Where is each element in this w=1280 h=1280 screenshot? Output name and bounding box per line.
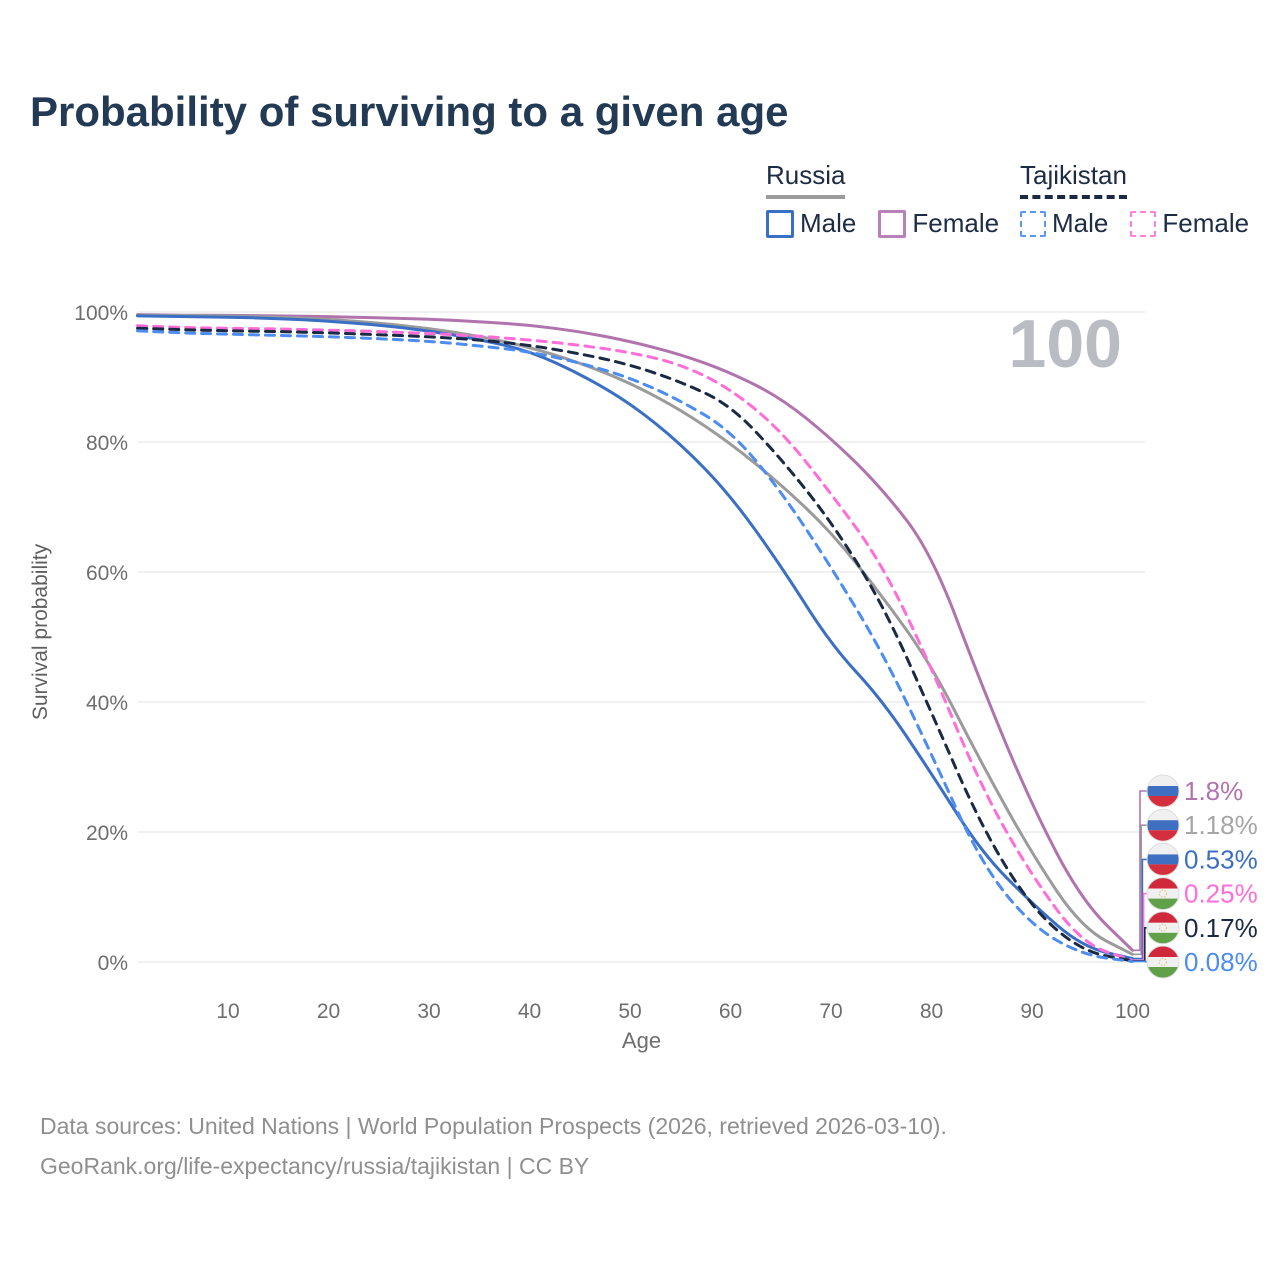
series-line-tajikistan-male[interactable]	[136, 329, 1134, 963]
series-line-russia-male[interactable]	[136, 314, 1134, 961]
gridlines	[138, 311, 1145, 963]
legend-label-tajikistan-female: Female	[1162, 208, 1250, 238]
y-tick-label: 80%	[86, 432, 128, 455]
y-tick-label: 100%	[74, 302, 128, 325]
end-label-connector-tajikistan-male	[1132, 960, 1147, 963]
watermark-age-label: 100	[1009, 306, 1122, 382]
legend-group-tajikistan: Tajikistan Male Female	[1020, 160, 1271, 239]
russia-flag-icon	[1147, 809, 1179, 842]
tajikistan-flag-icon	[1147, 946, 1179, 978]
end-label-tajikistan-total: 0.17%	[1184, 913, 1258, 943]
tajikistan-flag-icon	[1147, 877, 1179, 910]
legend-items-tajikistan: Male Female	[1020, 208, 1271, 239]
x-tick-label: 10	[216, 1000, 239, 1023]
footer-attribution-line: GeoRank.org/life-expectancy/russia/tajik…	[40, 1153, 590, 1179]
y-tick-label: 0%	[98, 952, 128, 975]
y-tick-label: 60%	[86, 562, 128, 585]
x-tick-label: 50	[618, 1000, 641, 1023]
end-label-connector-russia-total	[1132, 824, 1147, 956]
page-title: Probability of surviving to a given age	[30, 88, 789, 135]
legend-item-tajikistan-male[interactable]: Male	[1020, 208, 1108, 239]
series-line-tajikistan-total[interactable]	[136, 326, 1134, 963]
series-line-russia-total[interactable]	[136, 313, 1134, 956]
series-line-tajikistan-female[interactable]	[136, 324, 1134, 962]
series-lines	[136, 313, 1134, 963]
chart-legend: Russia Male Female Tajikistan Male	[0, 0, 1280, 250]
legend-label-tajikistan-male: Male	[1052, 208, 1109, 238]
y-axis-tick-labels: 0% 20% 40% 60% 80% 100%	[74, 302, 128, 975]
x-tick-label: 40	[518, 1000, 541, 1023]
y-tick-label: 20%	[86, 822, 128, 845]
russia-female-line-swatch-icon	[878, 209, 907, 238]
x-tick-label: 60	[719, 1000, 742, 1023]
tajikistan-male-line-swatch-icon	[1020, 210, 1046, 237]
end-label-connector-russia-female	[1132, 790, 1147, 952]
footer: Data sources: United Nations | World Pop…	[40, 1106, 947, 1186]
legend-label-russia-male: Male	[800, 208, 857, 238]
end-label-connector-russia-male	[1132, 858, 1147, 960]
x-tick-label: 90	[1020, 1000, 1043, 1023]
russia-male-line-swatch-icon	[766, 209, 794, 238]
end-label-russia-total: 1.18%	[1184, 810, 1258, 840]
legend-label-russia-female: Female	[912, 208, 1000, 238]
x-axis-title: Age	[622, 1028, 661, 1053]
legend-title-russia[interactable]: Russia	[766, 160, 846, 199]
legend-group-russia: Russia Male Female	[766, 160, 1021, 239]
end-label-russia-female: 1.8%	[1184, 776, 1243, 806]
footer-source-line: Data sources: United Nations | World Pop…	[40, 1113, 947, 1139]
x-tick-label: 20	[317, 1000, 340, 1023]
x-tick-label: 80	[920, 1000, 943, 1023]
x-tick-label: 30	[417, 1000, 440, 1023]
russia-flag-icon	[1147, 843, 1179, 876]
russia-flag-icon	[1147, 775, 1179, 807]
legend-item-russia-male[interactable]: Male	[766, 208, 856, 239]
legend-items-russia: Male Female	[766, 208, 1021, 239]
end-label-russia-male: 0.53%	[1184, 844, 1258, 874]
legend-item-tajikistan-female[interactable]: Female	[1130, 208, 1249, 239]
x-tick-label: 70	[819, 1000, 842, 1023]
end-label-tajikistan-female: 0.25%	[1184, 879, 1258, 909]
legend-item-russia-female[interactable]: Female	[878, 208, 999, 239]
x-tick-label: 100	[1115, 1000, 1150, 1023]
y-tick-label: 40%	[86, 692, 128, 715]
legend-title-tajikistan[interactable]: Tajikistan	[1020, 160, 1127, 199]
end-labels: 1.8% 1.18% 0.53% 0.25% 0.17% 0.08%	[1146, 774, 1258, 979]
series-line-russia-female[interactable]	[136, 313, 1134, 952]
tajikistan-flag-icon	[1147, 911, 1179, 944]
y-axis-title: Survival probability	[29, 543, 52, 720]
end-label-tajikistan-male: 0.08%	[1184, 947, 1258, 977]
end-label-connectors	[1132, 790, 1147, 963]
tajikistan-female-line-swatch-icon	[1130, 210, 1157, 237]
x-axis-tick-labels: 10 20 30 40 50 60 70 80 90 100	[216, 1000, 1150, 1023]
